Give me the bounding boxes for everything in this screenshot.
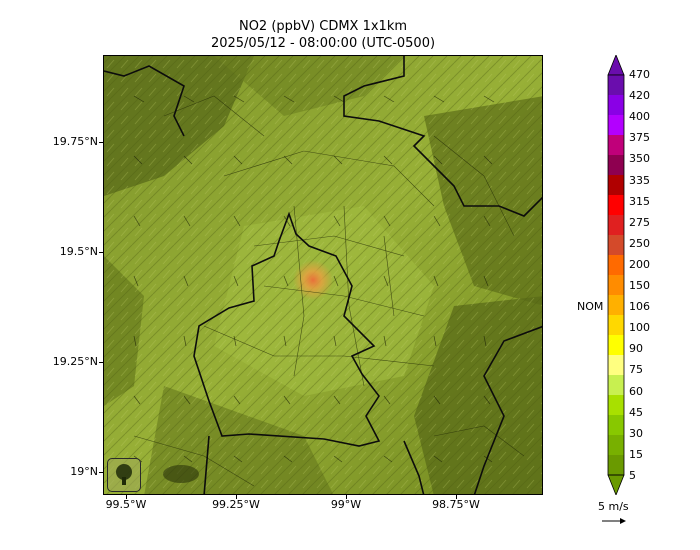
wind-scale-label: 5 m/s — [598, 500, 629, 513]
map-subtitle-timestamp: 2025/05/12 - 08:00:00 (UTC-0500) — [210, 36, 436, 51]
lat-label: 19.25°N — [52, 355, 98, 368]
colorbar-segment — [608, 235, 624, 256]
colorbar-level-label: 106 — [629, 300, 650, 314]
colorbar-segment — [608, 115, 624, 136]
colorbar-level-label: 250 — [629, 236, 650, 250]
lon-tick — [126, 495, 127, 499]
map-title: NO2 (ppbV) CDMX 1x1km — [238, 19, 408, 34]
colorbar-level-label: 375 — [629, 131, 650, 145]
no2-colorbar — [607, 55, 625, 495]
colorbar-level-label: 15 — [629, 447, 643, 461]
colorbar-level-label: 5 — [629, 469, 636, 482]
colorbar-level-label: 275 — [629, 215, 650, 229]
colorbar-level-label: 400 — [629, 110, 650, 124]
sedema-logo — [107, 458, 141, 492]
lat-label: 19.5°N — [59, 245, 98, 258]
colorbar-level-label: 200 — [629, 257, 650, 271]
colorbar-level-label: 335 — [629, 173, 650, 187]
colorbar-level-label: 350 — [629, 152, 650, 166]
colorbar-segment — [608, 95, 624, 116]
colorbar-level-label: 45 — [629, 405, 643, 419]
colorbar-level-label: 90 — [629, 342, 643, 356]
colorbar-frame — [607, 74, 625, 476]
colorbar-segment — [608, 315, 624, 336]
map-terrain — [104, 56, 542, 494]
colorbar-segment — [608, 215, 624, 236]
no2-map — [103, 55, 543, 495]
colorbar-level-label: 150 — [629, 279, 650, 293]
lat-label: 19.75°N — [52, 135, 98, 148]
lat-tick — [99, 362, 103, 363]
colorbar-level-label: 420 — [629, 89, 650, 103]
colorbar-segment — [608, 415, 624, 436]
colorbar-extend-bottom — [607, 474, 625, 495]
colorbar-level-label: 100 — [629, 321, 650, 335]
lat-tick — [99, 472, 103, 473]
colorbar-segment — [608, 135, 624, 156]
lat-tick — [99, 252, 103, 253]
colorbar-segment — [608, 335, 624, 356]
colorbar-extend-top — [607, 55, 625, 76]
colorbar-level-label: 315 — [629, 194, 650, 208]
colorbar-segment — [608, 355, 624, 376]
lon-tick — [456, 495, 457, 499]
colorbar-level-label: 60 — [629, 384, 643, 398]
colorbar-segment — [608, 295, 624, 316]
ciudad-logo — [159, 462, 203, 486]
colorbar-level-label: 470 — [629, 68, 650, 81]
lon-label: 98.75°W — [432, 498, 480, 511]
lon-label: 99.5°W — [105, 498, 147, 511]
colorbar-level-label: 75 — [629, 363, 643, 377]
colorbar-level-label: 30 — [629, 426, 643, 440]
lon-label: 99.25°W — [212, 498, 260, 511]
colorbar-segment — [608, 175, 624, 196]
colorbar-segment — [608, 155, 624, 176]
colorbar-segment — [608, 375, 624, 396]
nom-label: NOM — [577, 300, 604, 313]
lon-tick — [236, 495, 237, 499]
colorbar-segment — [608, 455, 624, 476]
colorbar-segment — [608, 255, 624, 276]
lon-label: 99°W — [330, 498, 362, 511]
colorbar-segment — [608, 75, 624, 96]
colorbar-segment — [608, 435, 624, 456]
lon-tick — [346, 495, 347, 499]
colorbar-segment — [608, 395, 624, 416]
lat-tick — [99, 142, 103, 143]
lat-label: 19°N — [70, 465, 98, 478]
colorbar-segment — [608, 275, 624, 296]
colorbar-segment — [608, 195, 624, 216]
wind-scale-arrow-icon — [602, 518, 626, 524]
